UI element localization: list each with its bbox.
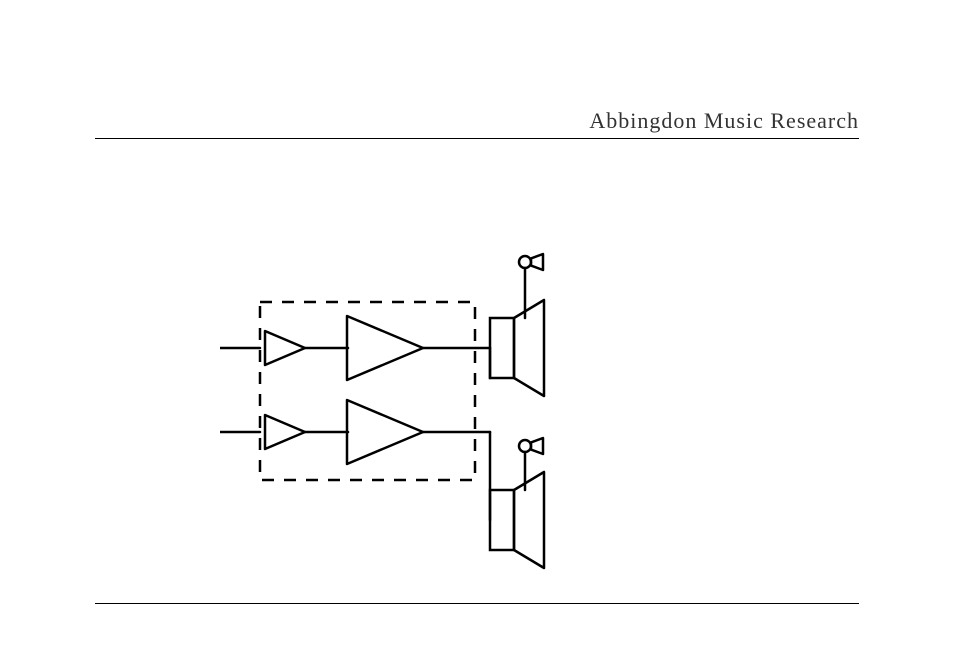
brand-text: Abbingdon Music Research xyxy=(589,108,859,134)
rule-top xyxy=(95,138,859,139)
rule-bottom xyxy=(95,603,859,604)
diagram-svg xyxy=(220,220,720,580)
amp-block-diagram xyxy=(220,220,720,580)
page: Abbingdon Music Research xyxy=(0,0,954,672)
